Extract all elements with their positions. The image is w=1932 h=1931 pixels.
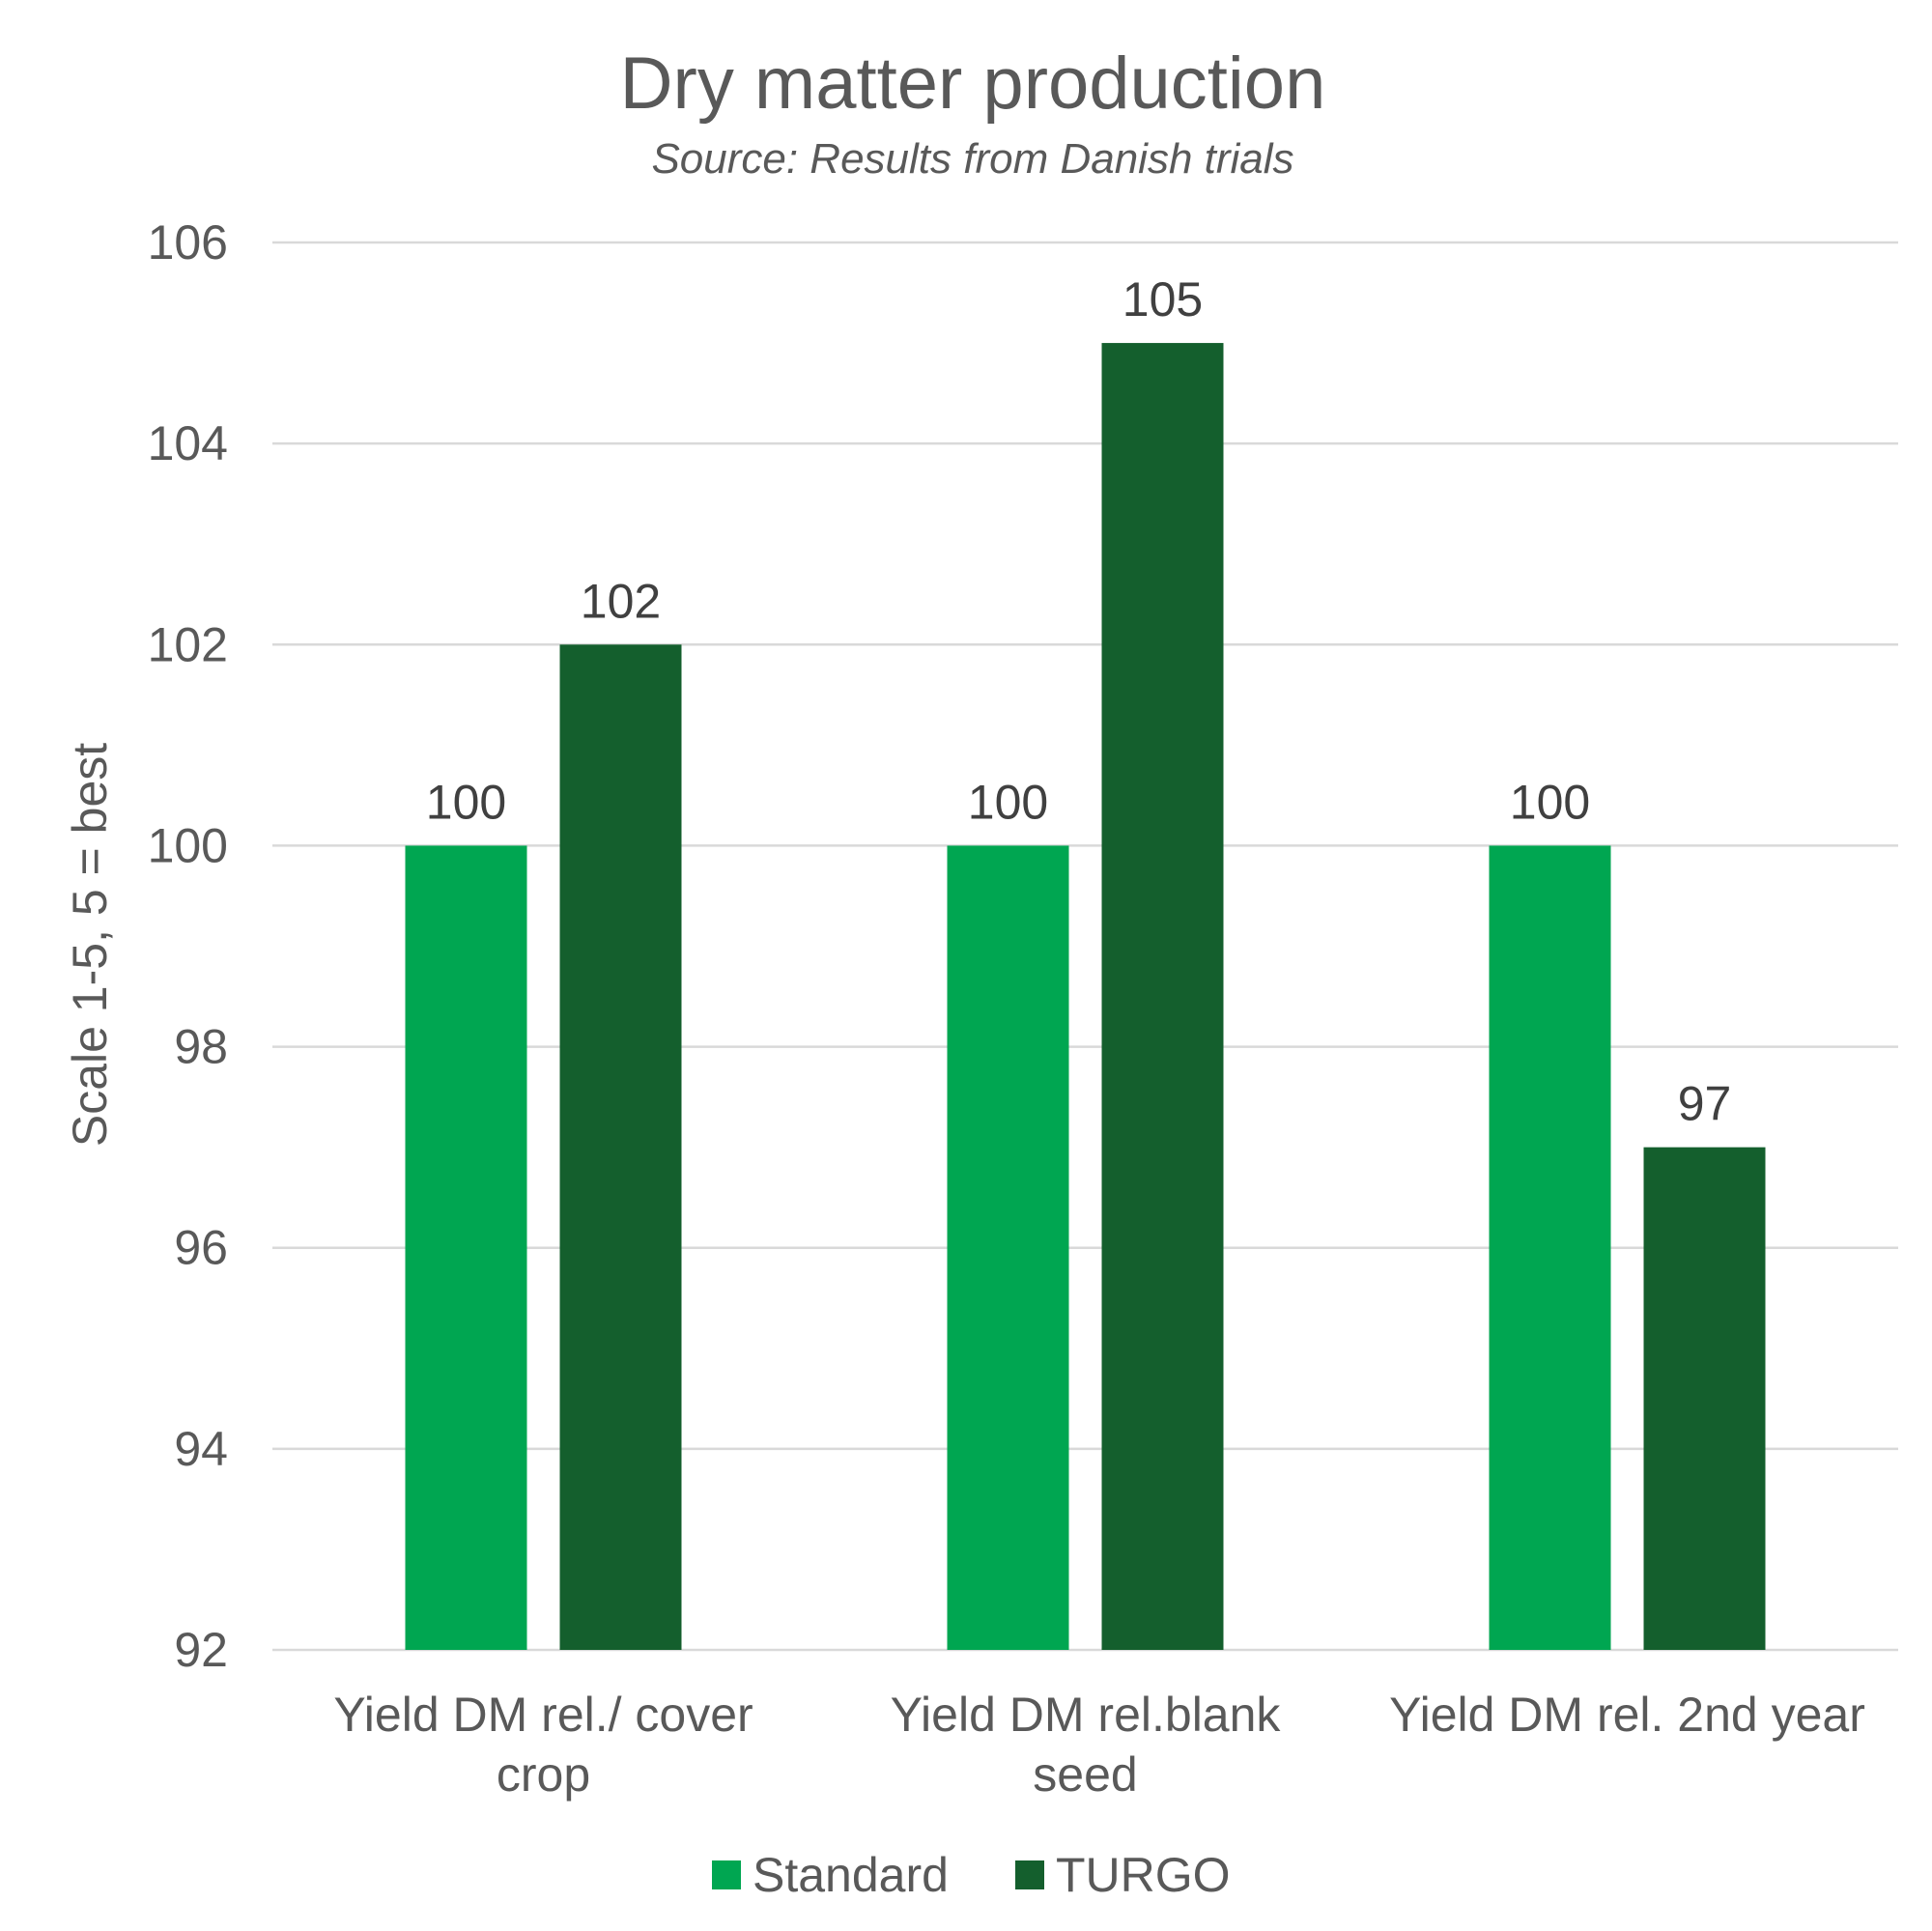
x-category-label: crop (497, 1747, 590, 1802)
y-tick-label: 102 (148, 617, 228, 671)
legend: Standard TURGO (712, 1848, 1231, 1902)
data-label: 105 (1122, 272, 1203, 327)
chart-subtitle: Source: Results from Danish trials (651, 135, 1293, 183)
bar-turgo-1 (559, 644, 682, 1651)
x-category-label: seed (1033, 1747, 1137, 1802)
x-category-label: Yield DM rel./ cover (333, 1688, 753, 1742)
y-tick-label: 98 (174, 1020, 228, 1074)
bar-standard-3 (1489, 845, 1611, 1650)
y-tick-label: 106 (148, 215, 228, 270)
y-tick-label: 104 (148, 416, 228, 470)
bar-standard-1 (405, 845, 527, 1650)
y-tick-label: 96 (174, 1221, 228, 1275)
data-labels: 100 102 100 105 100 97 (426, 272, 1732, 1131)
data-label: 97 (1678, 1077, 1732, 1131)
legend-label-standard: Standard (753, 1848, 949, 1902)
chart-title: Dry matter production (620, 43, 1326, 125)
y-tick-label: 92 (174, 1623, 228, 1677)
y-tick-label: 94 (174, 1422, 228, 1476)
data-label: 100 (968, 775, 1048, 829)
bar-turgo-2 (1101, 343, 1224, 1651)
y-axis-label: Scale 1-5, 5 = best (63, 743, 117, 1147)
legend-swatch-standard (712, 1860, 741, 1889)
y-axis-ticks: 92 94 96 98 100 102 104 106 (148, 215, 228, 1677)
data-label: 100 (426, 775, 506, 829)
bar-turgo-3 (1643, 1147, 1766, 1650)
bars (405, 343, 1766, 1651)
legend-label-turgo: TURGO (1056, 1848, 1231, 1902)
bar-standard-2 (947, 845, 1069, 1650)
x-category-label: Yield DM rel.blank (891, 1688, 1282, 1742)
data-label: 100 (1510, 775, 1590, 829)
data-label: 102 (581, 574, 661, 628)
y-tick-label: 100 (148, 818, 228, 872)
legend-swatch-turgo (1015, 1860, 1044, 1889)
gridlines (272, 241, 1898, 1652)
x-category-label: Yield DM rel. 2nd year (1389, 1688, 1865, 1742)
